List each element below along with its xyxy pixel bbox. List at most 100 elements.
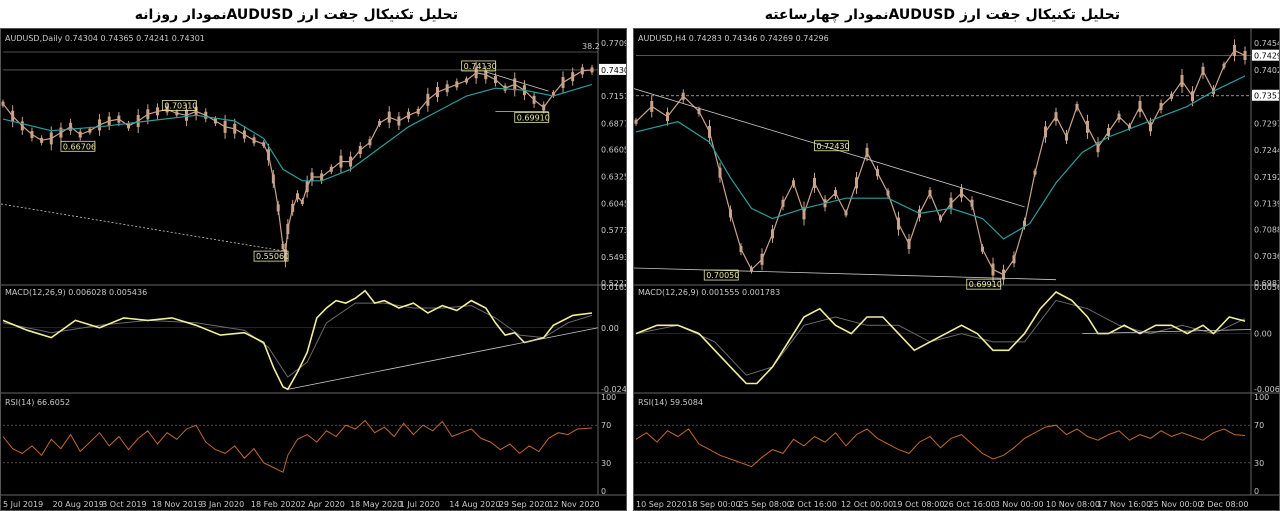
- x-axis-label: 25 Nov 00:00: [1149, 500, 1203, 509]
- x-axis-label: 1 Jul 2020: [400, 500, 440, 509]
- moving-average-line: [635, 75, 1246, 240]
- macd-trendline: [1082, 329, 1252, 335]
- rsi-line: [2, 419, 593, 473]
- candle-body: [634, 119, 638, 124]
- chart-daily-svg[interactable]: AUDUSD,Daily 0.74304 0.74365 0.74241 0.7…: [1, 29, 627, 511]
- price-tick-label: 0.72970: [1254, 119, 1280, 128]
- price-tick-label: 0.74545: [1254, 39, 1280, 48]
- macd-line: [2, 289, 593, 391]
- price-tick-label: 0.72445: [1254, 146, 1280, 155]
- rsi-line: [635, 424, 1246, 468]
- level-price-label: 0.73510: [1254, 92, 1280, 101]
- price-tick-label: 0.70885: [1254, 225, 1280, 234]
- rsi-header: RSI(14) 59.5084: [638, 398, 703, 407]
- x-axis-label: 2 Oct 16:00: [790, 500, 837, 509]
- x-axis-label: 25 Sep 08:00: [739, 500, 792, 509]
- price-series-line: [2, 69, 593, 256]
- chart-panel-h4[interactable]: AUDUSD,H4 0.74283 0.74346 0.74269 0.7429…: [633, 28, 1280, 511]
- price-tick-label: 0.70360: [1254, 252, 1280, 261]
- symbol-header: AUDUSD,Daily 0.74304 0.74365 0.74241 0.7…: [5, 34, 205, 43]
- rsi-tick-label: 30: [601, 459, 611, 468]
- price-annotation: 0.55060: [256, 252, 289, 261]
- price-tick-label: 0.57730: [601, 226, 627, 235]
- current-price-box: [599, 63, 626, 75]
- price-tick-label: 0.71920: [1254, 173, 1280, 182]
- macd-tick-label: -0.02486: [601, 385, 627, 394]
- current-price-label: 0.74301: [601, 66, 627, 75]
- price-annotation: 0.72430: [817, 142, 850, 151]
- price-tick-label: 0.54930: [601, 253, 627, 262]
- price-annotation-box: [814, 140, 849, 152]
- support-trendline: [1, 203, 286, 252]
- price-annotation-box: [253, 250, 289, 262]
- current-price-label: 0.74296: [1254, 52, 1280, 61]
- chart-h4-svg[interactable]: AUDUSD,H4 0.74283 0.74346 0.74269 0.7429…: [634, 29, 1280, 511]
- x-axis-label: 18 Feb 2020: [251, 500, 301, 509]
- price-tick-label: 0.77090: [601, 39, 627, 48]
- price-series-line: [635, 49, 1246, 276]
- price-tick-label: 0.71395: [1254, 200, 1280, 209]
- x-axis-label: 2 Apr 2020: [301, 500, 345, 509]
- price-annotation-box: [703, 269, 739, 281]
- price-tick-label: 0.52210: [601, 279, 627, 288]
- rsi-tick-label: 100: [601, 393, 616, 402]
- current-price-box: [1252, 49, 1279, 61]
- x-axis-label: 3 Nov 00:00: [995, 500, 1044, 509]
- price-tick-label: 0.74020: [1254, 66, 1280, 75]
- price-annotation-box: [60, 140, 96, 152]
- rsi-tick-label: 0: [601, 487, 606, 496]
- x-axis-label: 14 Aug 2020: [449, 500, 500, 509]
- chart-title-h4: تحلیل تکنیکال جفت ارز AUDUSDنمودار چهارس…: [764, 7, 1120, 23]
- rsi-header: RSI(14) 66.6052: [5, 398, 70, 407]
- x-axis-label: 17 Nov 16:00: [1097, 500, 1151, 509]
- macd-header: MACD(12,26,9) 0.006028 0.005436: [5, 288, 147, 297]
- x-axis-label: 18 May 2020: [350, 500, 402, 509]
- price-tick-label: 0.71570: [601, 92, 627, 101]
- rsi-tick-label: 70: [1254, 421, 1264, 430]
- level-price-box: [1252, 89, 1279, 101]
- descending-trendline: [634, 88, 1025, 208]
- candle-body: [1, 101, 5, 106]
- price-annotation-box: [514, 111, 550, 123]
- price-annotation: 0.74130: [464, 62, 497, 71]
- macd-trendline: [287, 327, 599, 390]
- price-annotation-box: [461, 60, 497, 72]
- moving-average-line: [2, 83, 593, 182]
- price-tick-label: 0.66050: [601, 145, 627, 154]
- panel-separator: [627, 28, 633, 511]
- price-annotation: 0.70050: [706, 271, 739, 280]
- rsi-tick-label: 100: [1254, 393, 1269, 402]
- price-tick-label: 0.69835: [1254, 279, 1280, 288]
- price-annotation: 0.66706: [63, 142, 96, 151]
- x-axis-label: 2 Dec 08:00: [1200, 500, 1249, 509]
- macd-tick-label: -0.006656: [1254, 385, 1280, 394]
- x-axis-label: 18 Nov 2019: [152, 500, 203, 509]
- fib-level-label: 38.2: [582, 42, 600, 51]
- wedge-upper-line: [485, 71, 549, 92]
- macd-tick-label: 0.005605: [1254, 283, 1280, 292]
- x-axis-label: 29 Sep 2020: [499, 500, 550, 509]
- price-tick-label: 0.68770: [601, 119, 627, 128]
- x-axis-label: 3 Jan 2020: [201, 500, 244, 509]
- x-axis-label: 12 Nov 2020: [548, 500, 599, 509]
- macd-tick-label: 0.01654: [601, 283, 627, 292]
- macd-signal-line: [2, 302, 593, 378]
- rsi-tick-label: 70: [601, 421, 611, 430]
- price-tick-label: 0.60450: [601, 200, 627, 209]
- x-axis-label: 12 Oct 00:00: [841, 500, 893, 509]
- x-axis-label: 26 Oct 16:00: [944, 500, 996, 509]
- price-tick-label: 0.63250: [601, 173, 627, 182]
- x-axis-label: 20 Aug 2019: [53, 500, 104, 509]
- macd-header: MACD(12,26,9) 0.001555 0.001783: [638, 288, 780, 297]
- x-axis-label: 5 Jul 2019: [3, 500, 43, 509]
- price-annotation-box: [966, 278, 1002, 290]
- x-axis-label: 10 Sep 2020: [636, 500, 687, 509]
- macd-tick-label: 0.00: [1254, 330, 1272, 339]
- rsi-tick-label: 30: [1254, 459, 1264, 468]
- macd-tick-label: 0.00: [601, 324, 619, 333]
- chart-panel-daily[interactable]: AUDUSD,Daily 0.74304 0.74365 0.74241 0.7…: [0, 28, 627, 511]
- macd-line: [635, 291, 1246, 385]
- x-axis-label: 10 Nov 08:00: [1046, 500, 1100, 509]
- price-annotation: 0.69910: [517, 113, 550, 122]
- price-annotation: 0.70310: [164, 101, 197, 110]
